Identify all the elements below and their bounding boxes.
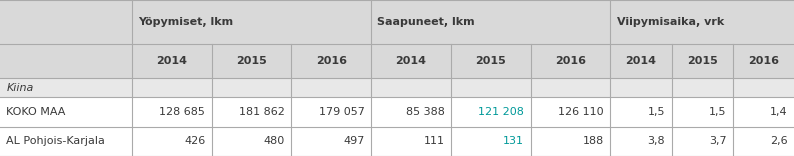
Bar [0,127,794,156]
Text: 2014: 2014 [156,56,187,66]
Text: 181 862: 181 862 [239,107,285,117]
Text: 2014: 2014 [395,56,426,66]
Text: 3,8: 3,8 [648,136,665,146]
Text: 2016: 2016 [555,56,586,66]
Bar [0,78,794,97]
Text: 1,4: 1,4 [770,107,788,117]
Bar [0,0,794,78]
Text: 126 110: 126 110 [558,107,604,117]
Text: 2016: 2016 [748,56,779,66]
Text: 3,7: 3,7 [709,136,727,146]
Text: 2,6: 2,6 [770,136,788,146]
Text: 1,5: 1,5 [709,107,727,117]
Text: 121 208: 121 208 [478,107,524,117]
Text: Saapuneet, lkm: Saapuneet, lkm [377,17,475,27]
Text: 188: 188 [583,136,604,146]
Text: 2015: 2015 [236,56,267,66]
Text: Kiina: Kiina [6,83,33,93]
Text: 128 685: 128 685 [160,107,205,117]
Text: 1,5: 1,5 [648,107,665,117]
Text: AL Pohjois-Karjala: AL Pohjois-Karjala [6,136,106,146]
Text: 2014: 2014 [626,56,657,66]
Text: 2015: 2015 [687,56,718,66]
Text: 497: 497 [343,136,364,146]
Text: 426: 426 [184,136,205,146]
Text: 131: 131 [503,136,524,146]
Text: 2016: 2016 [316,56,347,66]
Text: 2015: 2015 [476,56,506,66]
Text: Viipymisaika, vrk: Viipymisaika, vrk [617,17,724,27]
Bar [0,97,794,127]
Text: 111: 111 [423,136,445,146]
Text: KOKO MAA: KOKO MAA [6,107,66,117]
Text: 179 057: 179 057 [319,107,364,117]
Text: Yöpymiset, lkm: Yöpymiset, lkm [138,17,233,27]
Text: 85 388: 85 388 [406,107,445,117]
Text: 480: 480 [264,136,285,146]
